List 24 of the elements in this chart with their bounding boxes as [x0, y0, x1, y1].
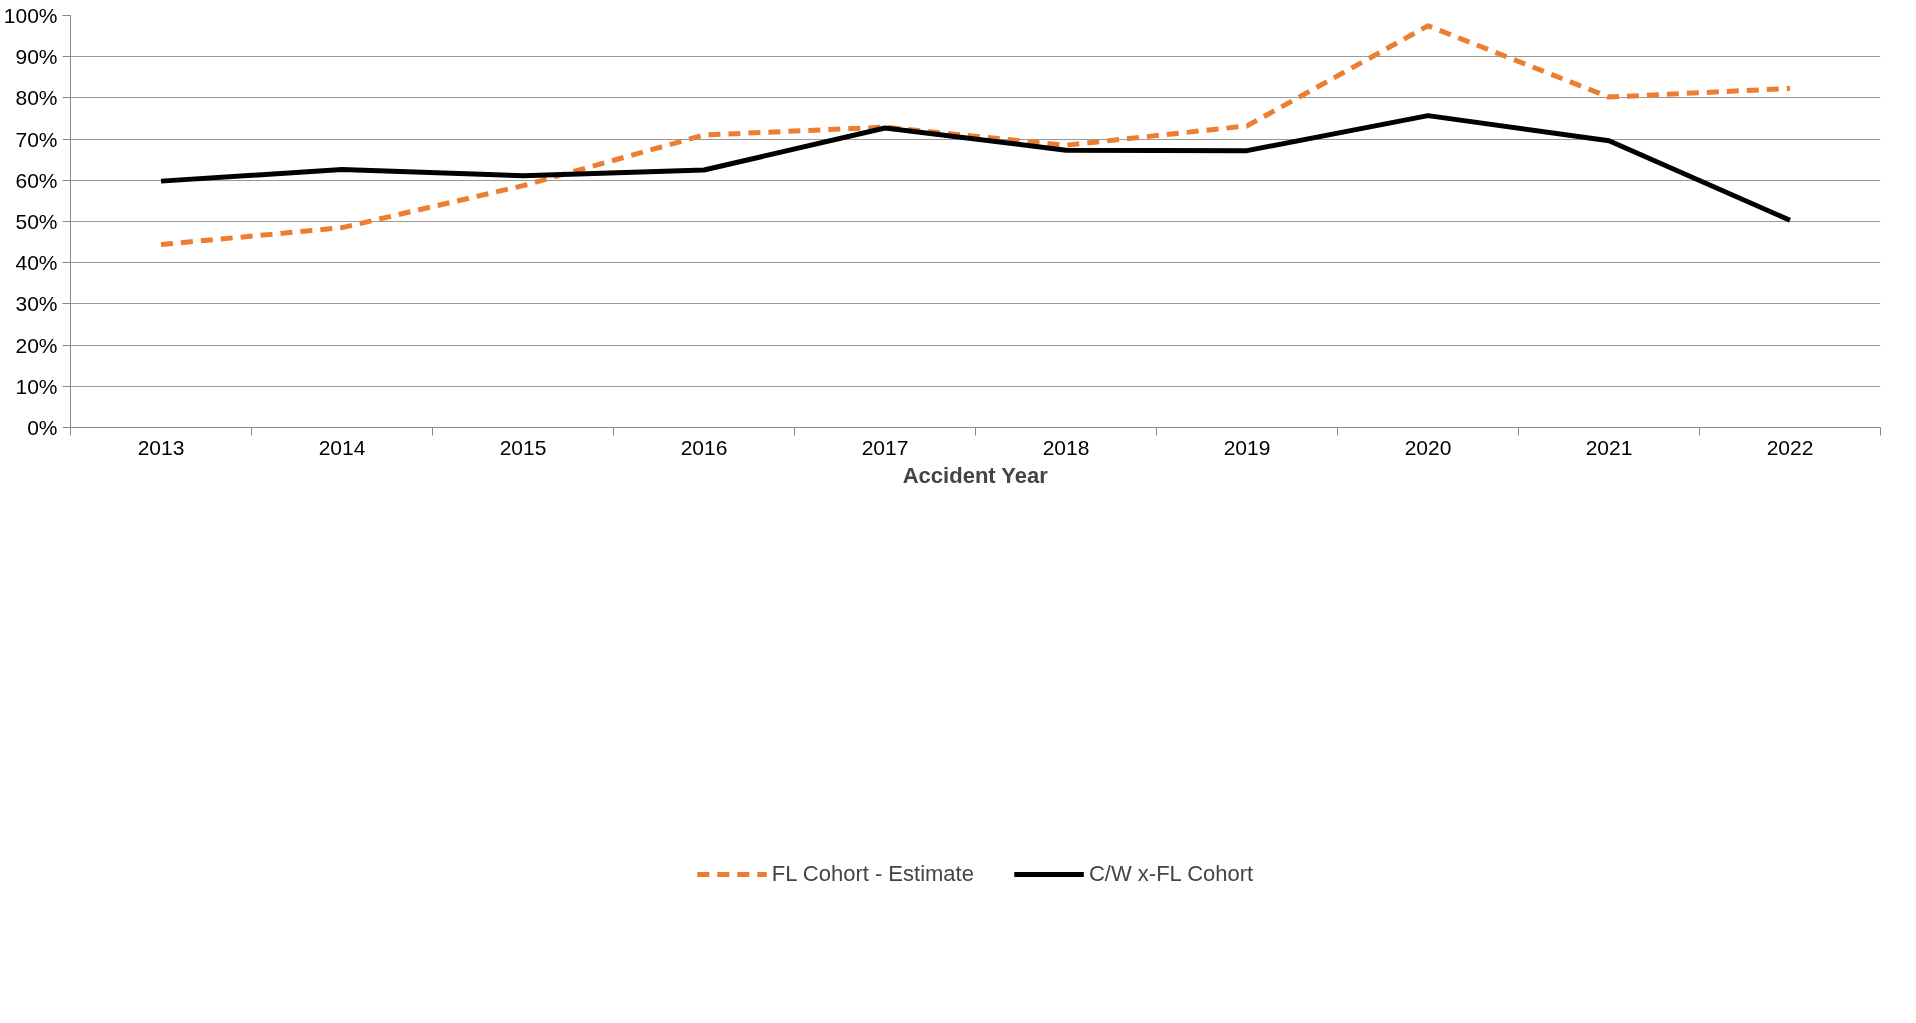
- x-tick-label: 2016: [680, 435, 728, 459]
- y-tick-label: 100%: [3, 4, 58, 27]
- x-tick-label: 2017: [861, 435, 909, 459]
- x-tick-label: 2020: [1404, 435, 1452, 459]
- x-tick-label: 2018: [1042, 435, 1090, 459]
- x-tick-label: 2013: [137, 435, 185, 459]
- y-tick-label: 70%: [15, 127, 58, 151]
- y-tick-label: 30%: [15, 292, 58, 316]
- x-tick-label: 2022: [1766, 435, 1814, 459]
- y-tick-label: 20%: [15, 333, 58, 357]
- x-tick-label: 2014: [318, 435, 366, 459]
- y-tick-label: 80%: [15, 86, 58, 110]
- x-tick-label: 2015: [499, 435, 547, 459]
- x-tick-label: 2019: [1223, 435, 1271, 459]
- legend-label: FL Cohort - Estimate: [771, 860, 974, 887]
- y-tick-label: 10%: [15, 374, 58, 398]
- y-tick-label: 90%: [15, 45, 58, 69]
- legend-label: C/W x-FL Cohort: [1088, 860, 1254, 887]
- y-tick-label: 60%: [15, 168, 58, 192]
- y-tick-label: 40%: [15, 251, 58, 275]
- y-tick-label: 0%: [27, 416, 58, 439]
- y-tick-label: 50%: [15, 210, 58, 233]
- x-tick-label: 2021: [1585, 435, 1633, 459]
- x-axis-title: Accident Year: [902, 462, 1049, 488]
